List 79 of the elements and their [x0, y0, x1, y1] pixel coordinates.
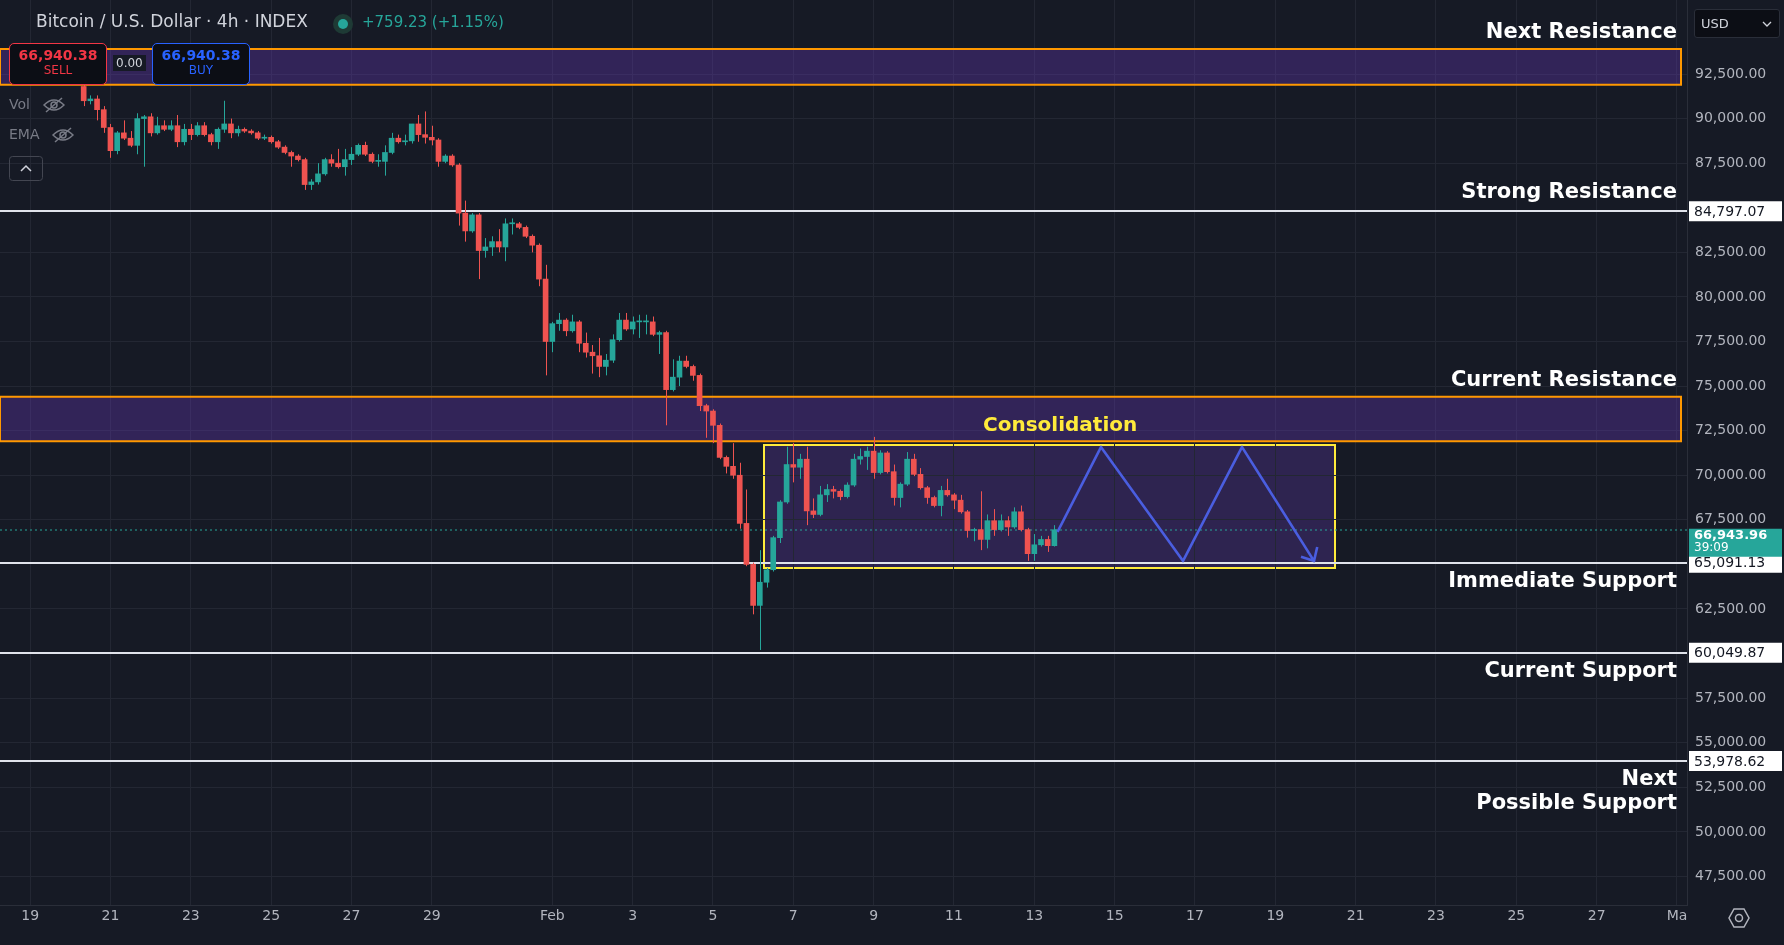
candlestick: [335, 148, 341, 170]
ref-line-label: Immediate Support: [1448, 567, 1677, 592]
y-tick-label: 92,500.00: [1695, 64, 1767, 81]
candlestick: [991, 508, 997, 537]
x-tick-label: 23: [1427, 907, 1445, 924]
y-tick-label: 82,500.00: [1695, 242, 1767, 259]
text: 53,978.62: [1694, 752, 1766, 769]
ref-line-label: Next Possible Support: [1476, 765, 1677, 814]
annotation: EMA: [9, 126, 40, 142]
candlestick: [977, 490, 984, 551]
annotation: SELL: [42, 63, 74, 77]
text: 84,797.07: [1694, 203, 1766, 220]
annotation: BUY: [187, 63, 215, 77]
candlestick: [817, 485, 823, 517]
y-tick-label: 90,000.00: [1695, 109, 1767, 126]
candlestick: [181, 123, 187, 146]
y-tick-label: 87,500.00: [1695, 153, 1767, 170]
annotation: Vol: [9, 96, 30, 112]
y-tick-label: 57,500.00: [1695, 688, 1767, 705]
x-tick-label: 29: [422, 907, 441, 924]
x-tick-label: 7: [788, 907, 798, 924]
candlestick: [656, 330, 663, 355]
x-tick-label: 19: [21, 907, 40, 924]
y-tick-label: 70,000.00: [1695, 465, 1767, 482]
x-tick-label: 15: [1105, 907, 1124, 924]
candlestick: [797, 453, 803, 480]
y-tick-label: 55,000.00: [1695, 733, 1767, 750]
x-tick-label: 27: [342, 907, 361, 924]
x-tick-label: 23: [181, 907, 200, 924]
text: Bitcoin / U.S. Dollar · 4h · INDEX: [36, 11, 308, 31]
annotation: 66,940.38: [17, 47, 99, 63]
annotation: +759.23 (+1.15%): [362, 13, 504, 31]
x-tick-label: Ma: [1666, 907, 1688, 924]
candlestick: [462, 200, 469, 243]
x-tick-label: 17: [1186, 907, 1204, 924]
ref-line-label: Current Support: [1484, 657, 1677, 682]
y-tick-label: 80,000.00: [1695, 287, 1767, 304]
candlestick: [489, 235, 495, 257]
x-tick-label: Feb: [539, 907, 565, 924]
candlestick: [495, 228, 502, 253]
x-tick-label: 27: [1587, 907, 1606, 924]
text: USD: [1694, 9, 1780, 38]
y-tick-label: 77,500.00: [1695, 332, 1767, 349]
x-tick-label: 19: [1266, 907, 1285, 924]
x-tick-label: 25: [262, 907, 281, 924]
y-tick-label: 67,500.00: [1695, 510, 1767, 527]
band-label: Next Resistance: [1485, 18, 1677, 43]
candlestick: [877, 449, 884, 475]
annotation: 0.00: [113, 55, 146, 71]
y-tick-label: 62,500.00: [1695, 599, 1767, 616]
candlestick: [1004, 515, 1011, 537]
x-tick-label: 21: [101, 907, 120, 924]
x-tick-label: 21: [1346, 907, 1365, 924]
candlestick: [114, 130, 120, 155]
y-tick-label: 75,000.00: [1695, 376, 1767, 393]
x-tick-label: 5: [708, 907, 718, 924]
candlestick: [964, 509, 971, 539]
candlestick: [228, 118, 234, 139]
candlestick: [1011, 506, 1018, 530]
candlestick: [649, 316, 656, 337]
y-tick-label: 47,500.00: [1695, 867, 1767, 884]
annotation: 66,940.38: [160, 47, 242, 63]
candlestick: [669, 358, 676, 392]
x-tick-label: 25: [1507, 907, 1526, 924]
text: 60,049.87: [1694, 644, 1766, 661]
ref-line-label: Strong Resistance: [1461, 179, 1677, 204]
annotation: Consolidation: [983, 412, 1138, 436]
x-tick-label: 3: [628, 907, 638, 924]
x-tick-label: 9: [869, 907, 879, 924]
text: 65,091.13: [1694, 554, 1766, 571]
candlestick: [790, 442, 797, 483]
candlestick: [315, 162, 321, 186]
y-tick-label: 72,500.00: [1695, 421, 1767, 438]
x-tick-label: 11: [945, 907, 963, 924]
candlestick: [469, 212, 475, 234]
y-tick-label: 50,000.00: [1695, 822, 1767, 839]
x-tick-label: 13: [1025, 907, 1044, 924]
band-label: Current Resistance: [1450, 366, 1677, 391]
y-tick-label: 52,500.00: [1695, 777, 1767, 794]
